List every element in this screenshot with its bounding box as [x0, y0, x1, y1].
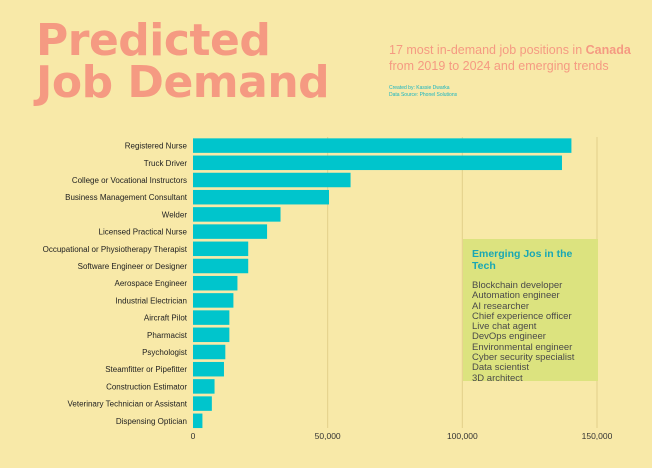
y-tick-label: Welder	[162, 210, 188, 219]
y-tick-label: Psychologist	[142, 348, 188, 357]
y-tick-label: Dispensing Optician	[116, 417, 187, 426]
y-tick-label: Software Engineer or Designer	[78, 262, 188, 271]
x-tick-label: 50,000	[315, 431, 341, 441]
y-tick-label: Veterinary Technician or Assistant	[68, 400, 188, 409]
y-tick-label: Aircraft Pilot	[144, 314, 188, 323]
emerging-job-item: Live chat agent	[472, 321, 537, 333]
bar	[193, 189, 330, 205]
emerging-job-item: DevOps engineer	[472, 331, 546, 343]
chart-title-line2: Job Demand	[36, 57, 330, 108]
x-tick-label: 0	[191, 431, 196, 441]
y-tick-label: Business Management Consultant	[65, 193, 188, 202]
bar	[193, 396, 212, 411]
y-tick-label: Truck Driver	[144, 159, 188, 168]
bar	[193, 241, 249, 257]
emerging-jobs-title: Emerging Jos in the Tech	[472, 248, 573, 272]
emerging-job-item: AI researcher	[472, 300, 530, 312]
bar	[193, 224, 268, 239]
subtitle-text-start: 17 most in-demand job positions in	[389, 43, 586, 57]
bar	[193, 344, 226, 360]
bar	[193, 172, 351, 188]
bar	[193, 310, 230, 325]
x-tick-label: 100,000	[447, 431, 478, 441]
chart-title: Predicted Job Demand	[36, 15, 330, 108]
bar	[193, 275, 238, 291]
chart-subtitle: 17 most in-demand job positions in Canad…	[389, 42, 649, 74]
emerging-job-item: Cyber security specialist	[472, 352, 575, 364]
y-tick-label: College or Vocational Instructors	[72, 176, 187, 185]
credit-source: Data Source: Phonel Solutions	[389, 92, 458, 98]
emerging-job-item: Blockchain developer	[472, 280, 563, 291]
credit-author: Created by: Kassie Dwarka	[389, 85, 450, 91]
credits: Created by: Kassie Dwarka Data Source: P…	[389, 85, 457, 99]
y-tick-label: Construction Estimator	[106, 382, 187, 391]
chart-bars	[193, 138, 572, 429]
y-tick-label: Steamfitter or Pipefitter	[105, 365, 187, 374]
emerging-job-item: 3D architect	[472, 372, 523, 384]
bar	[193, 293, 234, 308]
chart-title-line1: Predicted	[36, 15, 271, 66]
x-tick-label: 150,000	[582, 431, 613, 441]
emerging-jobs-list: Blockchain developer Automation engineer A…	[472, 280, 598, 384]
emerging-job-item: Environmental engineer	[472, 341, 573, 353]
y-tick-label: Occupational or Physiotherapy Therapist	[43, 245, 188, 254]
emerging-job-item: Automation engineer	[472, 290, 560, 302]
y-tick-label: Pharmacist	[147, 331, 188, 340]
emerging-job-item: Data scientist	[472, 362, 530, 374]
y-axis-labels: Registered Nurse Truck Driver College or V…	[43, 142, 188, 426]
bar	[193, 379, 215, 394]
bar	[193, 258, 249, 274]
y-tick-label: Industrial Electrician	[115, 296, 187, 305]
y-tick-label: Aerospace Engineer	[115, 279, 188, 288]
y-tick-label: Licensed Practical Nurse	[99, 228, 188, 237]
bar	[193, 361, 224, 377]
bar	[193, 207, 281, 222]
subtitle-highlight: Canada	[585, 43, 631, 57]
subtitle-text-end: from 2019 to 2024 and emerging trends	[389, 59, 609, 73]
emerging-job-item: Chief experience officer	[472, 310, 572, 322]
y-tick-label: Registered Nurse	[125, 142, 188, 151]
bar	[193, 413, 203, 429]
bar	[193, 327, 230, 343]
x-axis-labels: 0 50,000 100,000 150,000	[191, 431, 613, 441]
bar	[193, 138, 572, 153]
bar	[193, 155, 562, 171]
emerging-jobs-panel: Emerging Jos in the Tech Blockchain deve…	[463, 239, 598, 384]
